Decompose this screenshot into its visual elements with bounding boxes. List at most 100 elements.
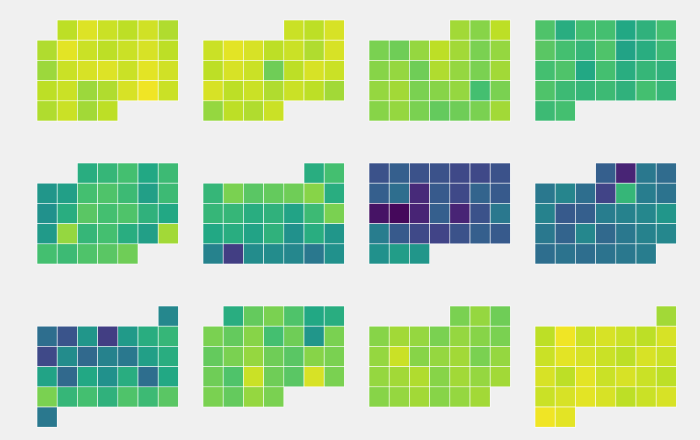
day-cell (489, 100, 511, 122)
day-cell (263, 223, 285, 245)
day-cell (263, 386, 285, 408)
day-cell (137, 19, 159, 41)
day-cell (303, 162, 325, 184)
day-cell (575, 182, 596, 204)
day-cell (429, 39, 451, 61)
day-cell (137, 325, 159, 347)
day-cell (263, 346, 285, 367)
day-cell (323, 305, 345, 327)
day-cell (429, 325, 451, 347)
day-cell (323, 243, 345, 265)
day-cell (323, 19, 345, 41)
day-cell (323, 203, 345, 224)
day-cell (534, 406, 556, 428)
day-cell (635, 60, 657, 81)
day-cell (449, 182, 471, 204)
day-cell (469, 223, 491, 245)
day-cell (303, 19, 325, 41)
day-cell (489, 223, 511, 245)
day-cell (554, 406, 576, 428)
day-cell (449, 100, 471, 122)
day-cell (36, 39, 58, 61)
day-cell (388, 243, 410, 265)
day-cell (263, 366, 285, 388)
day-cell (368, 203, 390, 224)
day-cell (97, 60, 119, 81)
day-cell (323, 60, 345, 81)
day-cell (77, 203, 98, 224)
day-cell (409, 39, 430, 61)
day-cell (97, 80, 119, 102)
day-cell (368, 223, 390, 245)
day-cell (489, 346, 511, 367)
day-cell (283, 203, 305, 224)
day-cell (283, 346, 305, 367)
day-cell (157, 80, 179, 102)
day-cell (157, 39, 179, 61)
day-cell (449, 162, 471, 184)
day-cell (635, 39, 657, 61)
day-cell (202, 346, 224, 367)
day-cell (243, 243, 264, 265)
day-cell (595, 325, 617, 347)
day-cell (117, 386, 139, 408)
day-cell (303, 366, 325, 388)
day-cell (97, 386, 119, 408)
day-cell (56, 366, 78, 388)
day-cell (157, 325, 179, 347)
day-cell (534, 243, 556, 265)
day-cell (137, 346, 159, 367)
day-cell (56, 60, 78, 81)
day-cell (303, 346, 325, 367)
day-cell (655, 305, 677, 327)
day-cell (615, 346, 637, 367)
day-cell (117, 60, 139, 81)
day-cell (263, 100, 285, 122)
day-cell (388, 203, 410, 224)
day-cell (615, 243, 637, 265)
day-cell (56, 243, 78, 265)
day-cell (429, 182, 451, 204)
day-cell (263, 80, 285, 102)
day-cell (635, 162, 657, 184)
day-cell (157, 203, 179, 224)
day-cell (635, 325, 657, 347)
day-cell (534, 325, 556, 347)
day-cell (157, 19, 179, 41)
day-cell (575, 80, 596, 102)
day-cell (409, 100, 430, 122)
day-cell (97, 243, 119, 265)
day-cell (449, 60, 471, 81)
day-cell (323, 366, 345, 388)
day-cell (635, 386, 657, 408)
day-cell (137, 182, 159, 204)
day-cell (157, 386, 179, 408)
day-cell (469, 305, 491, 327)
day-cell (635, 366, 657, 388)
day-cell (243, 100, 264, 122)
day-cell (575, 223, 596, 245)
day-cell (595, 386, 617, 408)
day-cell (157, 162, 179, 184)
day-cell (303, 243, 325, 265)
day-cell (77, 100, 98, 122)
day-cell (554, 223, 576, 245)
day-cell (263, 39, 285, 61)
day-cell (655, 366, 677, 388)
day-cell (655, 386, 677, 408)
day-cell (117, 223, 139, 245)
day-cell (222, 39, 244, 61)
day-cell (202, 243, 224, 265)
day-cell (36, 100, 58, 122)
day-cell (263, 60, 285, 81)
day-cell (137, 162, 159, 184)
day-cell (368, 80, 390, 102)
day-cell (449, 386, 471, 408)
day-cell (429, 162, 451, 184)
day-cell (77, 325, 98, 347)
day-cell (222, 223, 244, 245)
day-cell (368, 325, 390, 347)
day-cell (77, 386, 98, 408)
day-cell (449, 366, 471, 388)
